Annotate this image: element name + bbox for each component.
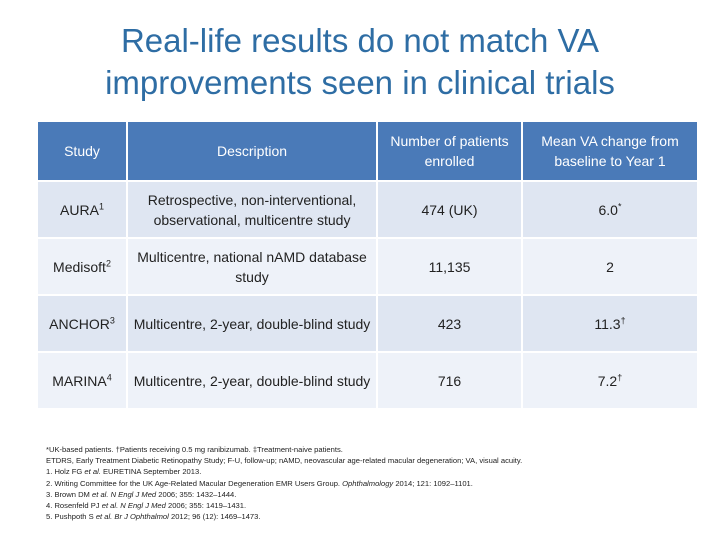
study-cell: MARINA4	[38, 351, 128, 408]
study-ref: 2	[105, 257, 111, 268]
va-change-mark: *	[617, 200, 622, 211]
description-cell: Retrospective, non-interventional, obser…	[128, 180, 378, 237]
ref-text: 3. Brown DM	[46, 489, 92, 499]
patients-cell: 474 (UK)	[378, 180, 523, 237]
slide-title: Real-life results do not match VA improv…	[0, 20, 720, 104]
ref-text: 2014; 121: 1092–1101.	[393, 478, 473, 488]
study-cell: ANCHOR3	[38, 294, 128, 351]
header-va-change: Mean VA change from baseline to Year 1	[523, 122, 697, 180]
ref-text: 2006; 355: 1432–1444.	[156, 489, 237, 499]
study-cell: AURA1	[38, 180, 128, 237]
va-change-value: 7.2	[597, 372, 618, 389]
reference-1: 1. Holz FG et al. EURETINA September 201…	[46, 466, 706, 477]
ref-italic: et al. N Engl J Med	[101, 501, 166, 511]
description-cell: Multicentre, national nAMD database stud…	[128, 237, 378, 294]
va-change-mark: †	[617, 371, 623, 382]
header-patients: Number of patients enrolled	[378, 122, 523, 180]
header-study: Study	[38, 122, 128, 180]
study-name: ANCHOR	[49, 315, 110, 332]
va-change-cell: 7.2†	[523, 351, 697, 408]
patients-cell: 423	[378, 294, 523, 351]
table-header-row: Study Description Number of patients enr…	[38, 122, 697, 180]
patients-cell: 716	[378, 351, 523, 408]
study-ref: 1	[98, 200, 104, 211]
results-table: Study Description Number of patients enr…	[38, 122, 697, 408]
table-row: Medisoft2 Multicentre, national nAMD dat…	[38, 237, 697, 294]
title-line-2: improvements seen in clinical trials	[105, 64, 615, 101]
ref-text: 4. Rosenfeld PJ	[46, 501, 102, 511]
va-change-cell: 11.3†	[523, 294, 697, 351]
va-change-value: 2	[606, 258, 614, 275]
header-description: Description	[128, 122, 378, 180]
va-change-cell: 2	[523, 237, 697, 294]
reference-2: 2. Writing Committee for the UK Age-Rela…	[46, 478, 706, 489]
va-change-value: 6.0	[598, 201, 618, 218]
study-ref: 3	[109, 314, 115, 325]
study-name: Medisoft	[53, 258, 106, 275]
va-change-cell: 6.0*	[523, 180, 697, 237]
va-change-mark: †	[620, 314, 626, 325]
table-row: ANCHOR3 Multicentre, 2-year, double-blin…	[38, 294, 697, 351]
ref-italic: Ophthalmology	[342, 478, 394, 488]
table-row: AURA1 Retrospective, non-interventional,…	[38, 180, 697, 237]
ref-text: 2. Writing Committee for the UK Age-Rela…	[46, 478, 343, 488]
title-line-1: Real-life results do not match VA	[120, 22, 600, 59]
footnote-symbols: *UK-based patients. †Patients receiving …	[46, 445, 343, 454]
ref-text: EURETINA September 2013.	[100, 467, 202, 477]
study-cell: Medisoft2	[38, 237, 128, 294]
ref-italic: et al. Br J Ophthalmol	[95, 512, 169, 522]
study-name: MARINA	[52, 372, 107, 389]
study-ref: 4	[106, 371, 112, 382]
description-cell: Multicentre, 2-year, double-blind study	[128, 351, 378, 408]
va-change-value: 11.3	[594, 315, 621, 332]
ref-text: 2012; 96 (12): 1469–1473.	[168, 512, 261, 522]
table-row: MARINA4 Multicentre, 2-year, double-blin…	[38, 351, 697, 408]
patients-cell: 11,135	[378, 237, 523, 294]
ref-italic: et al.	[84, 467, 101, 477]
ref-text: 2006; 355: 1419–1431.	[165, 501, 247, 511]
reference-4: 4. Rosenfeld PJ et al. N Engl J Med 2006…	[46, 500, 706, 511]
study-name: AURA	[60, 201, 99, 218]
ref-italic: et al. N Engl J Med	[92, 489, 157, 499]
ref-text: 5. Pushpoth S	[46, 512, 96, 522]
footnotes: *UK-based patients. †Patients receiving …	[46, 444, 706, 522]
ref-text: 1. Holz FG	[46, 467, 85, 477]
reference-3: 3. Brown DM et al. N Engl J Med 2006; 35…	[46, 489, 706, 500]
reference-5: 5. Pushpoth S et al. Br J Ophthalmol 201…	[46, 511, 706, 522]
footnote-abbreviations: ETDRS, Early Treatment Diabetic Retinopa…	[46, 456, 523, 466]
description-cell: Multicentre, 2-year, double-blind study	[128, 294, 378, 351]
